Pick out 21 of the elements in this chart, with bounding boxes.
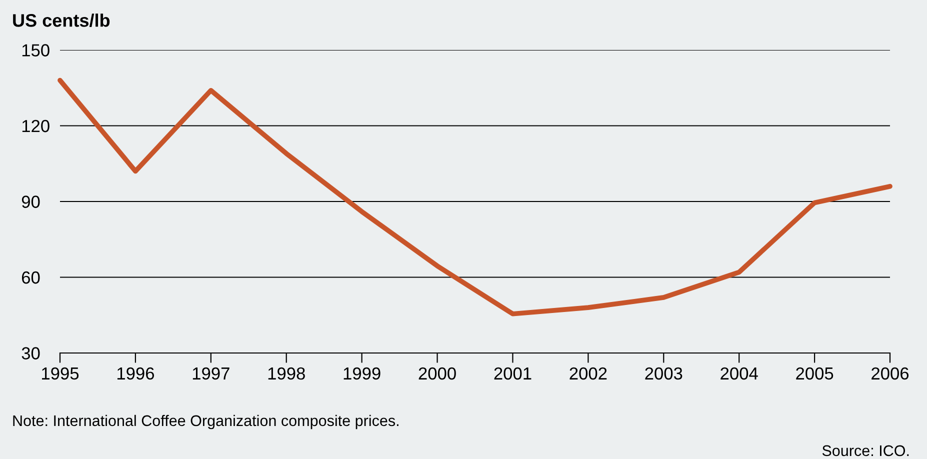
x-tick-label: 1999: [344, 367, 380, 380]
x-tick-label: 2005: [796, 367, 834, 380]
x-tick-label: 1998: [268, 367, 305, 380]
x-tick-label: 2000: [418, 367, 456, 380]
y-axis-title: US cents/lb: [13, 14, 110, 28]
x-tick-label: 2003: [645, 367, 682, 380]
line-series: [58, 78, 892, 316]
x-tick-label: 2006: [872, 367, 909, 380]
x-tick-label: 2004: [720, 367, 758, 380]
y-tick-label: 120: [22, 120, 50, 132]
y-tick-label: 60: [22, 271, 40, 284]
y-tick-label: 90: [22, 196, 40, 208]
x-tick-label: 2002: [570, 367, 607, 380]
y-tick-label: 30: [22, 347, 40, 360]
x-tick-label: 1995: [42, 367, 79, 380]
x-tick-label: 2001: [494, 367, 532, 380]
source-note: Source: ICO.: [822, 445, 909, 456]
x-tick-label: 1997: [192, 367, 230, 380]
text: Note: International Coffee Organization composite prices.: [13, 414, 398, 430]
x-tick-label: 1996: [117, 367, 154, 380]
y-tick-label: 150: [22, 44, 50, 56]
